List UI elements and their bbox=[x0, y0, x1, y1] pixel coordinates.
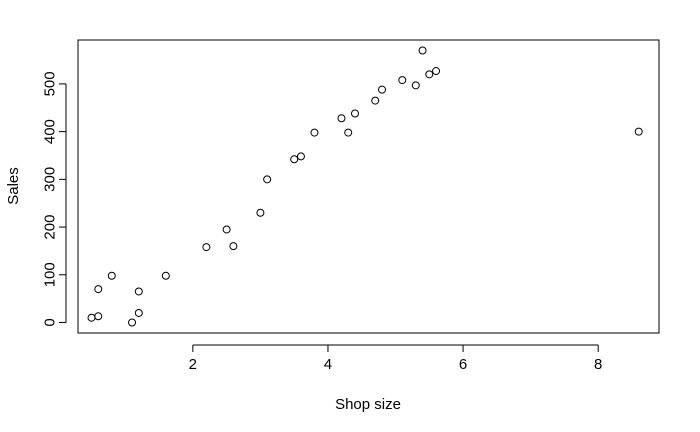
data-point bbox=[296, 152, 305, 161]
data-point bbox=[134, 287, 143, 296]
data-point bbox=[371, 96, 380, 105]
y-tick-label: 100 bbox=[42, 262, 59, 287]
data-point bbox=[344, 128, 353, 137]
data-point bbox=[263, 175, 272, 184]
data-point bbox=[229, 242, 238, 251]
x-axis-title: Shop size bbox=[335, 396, 401, 413]
data-point bbox=[398, 76, 407, 85]
data-point bbox=[222, 225, 231, 234]
data-point bbox=[310, 128, 319, 137]
y-tick-label: 300 bbox=[42, 167, 59, 192]
data-point bbox=[378, 85, 387, 94]
data-point bbox=[128, 318, 137, 327]
data-point bbox=[94, 285, 103, 294]
data-point bbox=[350, 109, 359, 118]
data-point bbox=[634, 127, 643, 136]
x-tick-label: 8 bbox=[594, 356, 602, 373]
plot-frame bbox=[77, 39, 660, 334]
y-axis: 0 100 200 300 400 500 bbox=[42, 71, 67, 327]
x-tick-label: 2 bbox=[189, 356, 197, 373]
data-point bbox=[134, 308, 143, 317]
data-point bbox=[337, 114, 346, 123]
data-point bbox=[94, 312, 103, 321]
data-point bbox=[87, 313, 96, 322]
y-tick-label: 200 bbox=[42, 215, 59, 240]
data-point bbox=[418, 46, 427, 55]
y-tick-label: 0 bbox=[42, 318, 59, 326]
data-point bbox=[161, 271, 170, 280]
data-point bbox=[432, 67, 441, 76]
y-axis-title: Sales bbox=[5, 167, 22, 205]
data-point bbox=[256, 208, 265, 217]
data-point bbox=[202, 243, 211, 252]
data-points bbox=[87, 46, 643, 327]
x-tick-label: 4 bbox=[324, 356, 332, 373]
data-point bbox=[425, 70, 434, 79]
y-tick-label: 500 bbox=[42, 71, 59, 96]
y-tick-label: 400 bbox=[42, 119, 59, 144]
data-point bbox=[290, 155, 299, 164]
data-point bbox=[411, 81, 420, 90]
data-point bbox=[107, 271, 116, 280]
x-tick-label: 6 bbox=[459, 356, 467, 373]
x-axis: 2 4 6 8 bbox=[189, 344, 602, 373]
